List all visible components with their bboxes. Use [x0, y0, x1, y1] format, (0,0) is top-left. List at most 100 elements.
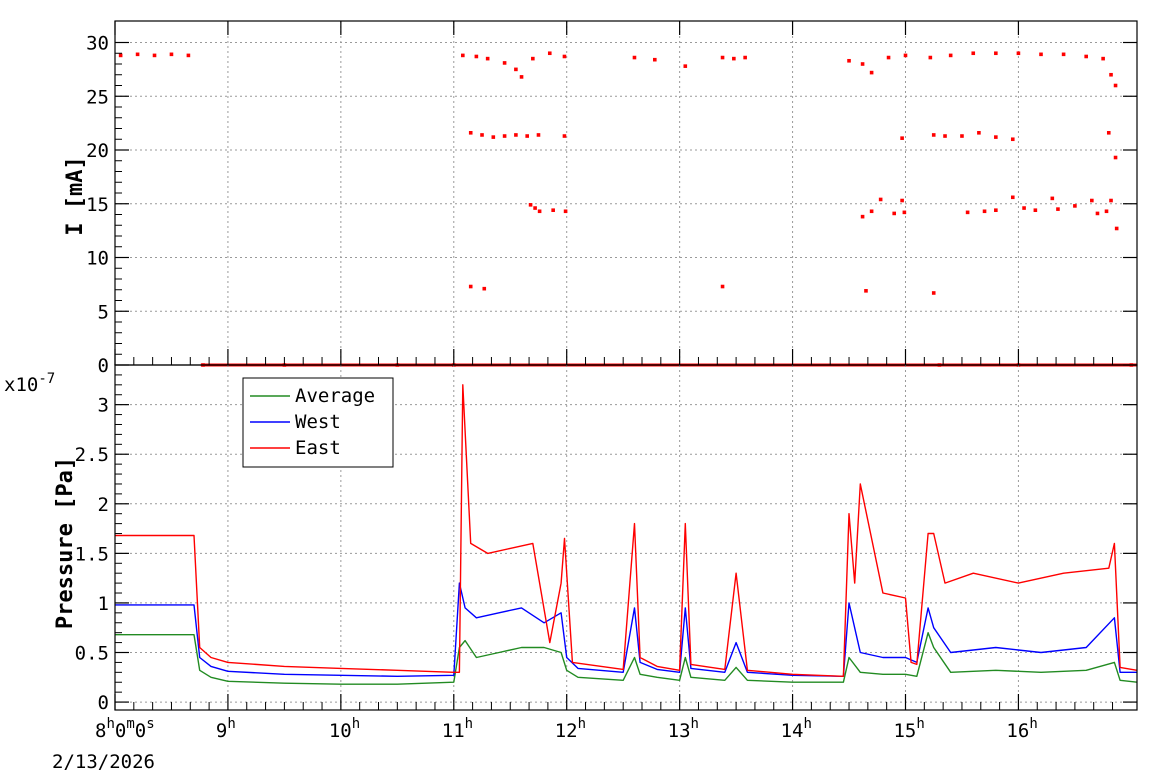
current-data-point — [720, 55, 725, 60]
current-y-tick-label: 10 — [86, 248, 109, 270]
legend-label-average: Average — [295, 385, 375, 407]
current-data-point — [169, 52, 174, 57]
current-data-point — [869, 70, 874, 75]
current-data-point — [514, 67, 518, 72]
current-data-point — [1095, 211, 1100, 216]
current-data-point — [860, 214, 865, 219]
current-y-tick-label: 25 — [86, 86, 109, 108]
current-data-point — [892, 211, 897, 216]
current-data-point — [864, 289, 868, 293]
pressure-y-tick-label: 0 — [98, 692, 109, 714]
current-data-point — [551, 208, 555, 212]
current-data-point — [1113, 155, 1118, 160]
current-y-ticks: 0 5 10 15 20 25 30 — [86, 33, 1137, 377]
current-data-point — [1033, 208, 1038, 212]
pressure-y-tick-label: 2.5 — [75, 444, 109, 466]
pressure-y-multiplier: x10-7 — [4, 371, 55, 396]
current-data-point — [468, 131, 473, 135]
current-data-point — [971, 51, 976, 56]
pressure-panel: 00.511.522.53 9h 10h 11h 12h 13h 14h 15h 16h Pr… — [4, 21, 1138, 773]
current-data-point — [461, 53, 465, 58]
current-data-point — [502, 134, 507, 138]
current-data-point — [931, 133, 936, 137]
time-axis-tick-unit: h — [916, 716, 924, 732]
time-axis-date-label: 2/13/2026 — [52, 751, 155, 773]
pressure-series-west — [115, 582, 1137, 677]
current-data-point — [948, 53, 953, 58]
current-y-tick-label: 0 — [98, 355, 109, 377]
current-data-point — [514, 133, 518, 137]
time-axis-tick-unit: h — [1029, 716, 1037, 732]
time-axis-tick-label: 15h — [893, 716, 924, 742]
current-data-point — [652, 57, 657, 62]
current-data-point — [1016, 51, 1021, 56]
current-data-point — [886, 55, 891, 60]
current-data-point — [960, 134, 964, 138]
time-axis-tick-label: 14h — [781, 716, 812, 742]
current-data-point — [474, 54, 479, 59]
time-axis-ticks: 9h 10h 11h 12h 13h 14h 15h 16h — [114, 21, 1114, 742]
current-data-point — [720, 284, 725, 289]
current-y-tick-label: 15 — [86, 194, 109, 216]
current-data-point — [994, 208, 998, 212]
current-data-point — [536, 133, 541, 137]
current-data-point — [903, 53, 908, 58]
current-data-point — [1061, 52, 1066, 57]
pressure-y-tick-label: 0.5 — [75, 643, 109, 665]
time-axis-tick-hour: 9 — [216, 720, 227, 742]
time-axis-tick-hour: 13 — [668, 720, 691, 742]
time-axis-tick-hour: 11 — [442, 720, 465, 742]
current-data-point — [1113, 83, 1118, 88]
current-data-point — [562, 54, 567, 59]
current-data-point — [1114, 226, 1119, 231]
current-data-point — [485, 56, 490, 61]
current-data-point — [1039, 52, 1043, 57]
current-data-point — [902, 210, 907, 215]
pressure-series-average — [115, 632, 1138, 685]
current-data-point — [1022, 206, 1026, 210]
time-axis-tick-label: 12h — [555, 716, 586, 742]
current-data-point — [528, 203, 533, 207]
current-data-point — [743, 55, 747, 60]
current-data-point — [135, 52, 140, 57]
current-data-point — [994, 51, 998, 56]
current-data-point — [632, 55, 637, 60]
current-data-point — [900, 198, 904, 203]
current-data-point — [683, 64, 688, 68]
current-data-point — [732, 56, 736, 61]
pressure-legend: Average West East — [242, 377, 394, 468]
current-y-tick-label: 30 — [86, 33, 109, 55]
time-axis-tick-unit: h — [691, 716, 699, 732]
pressure-y-title: Pressure [Pa] — [53, 457, 78, 629]
current-data-point — [563, 209, 568, 214]
current-y-title: I [mA] — [63, 156, 88, 235]
current-data-point — [1056, 207, 1060, 211]
current-data-point — [531, 56, 535, 61]
time-axis-tick-hour: 14 — [781, 720, 804, 742]
time-axis-tick-hour: 16 — [1006, 720, 1029, 742]
current-data-point — [1106, 131, 1111, 135]
current-panel: 0 5 10 15 20 25 30 I [mA] — [63, 20, 1138, 377]
current-data-point — [1084, 54, 1088, 59]
current-data-point — [860, 62, 865, 66]
current-data-point — [468, 284, 473, 289]
time-axis-tick-label: 9h — [216, 716, 236, 742]
time-axis-tick-label: 11h — [442, 716, 473, 742]
current-data-point — [118, 53, 123, 58]
time-axis-start-label: 8h0m0s — [95, 716, 155, 742]
current-data-point — [1104, 209, 1109, 214]
current-data-point — [533, 206, 537, 210]
pressure-series-east — [115, 384, 1138, 677]
time-axis-tick-hour: 10 — [329, 720, 352, 742]
time-axis-tick-unit: h — [578, 716, 586, 732]
current-data-point — [562, 134, 567, 138]
pressure-y-tick-label: 2 — [98, 494, 109, 516]
current-data-point — [847, 58, 851, 63]
legend-label-west: West — [295, 411, 341, 433]
current-data-point — [1109, 198, 1113, 203]
time-axis-tick-label: 10h — [329, 716, 360, 742]
time-axis-tick-label: 16h — [1006, 716, 1037, 742]
current-data-point — [982, 209, 987, 214]
current-data-point — [878, 197, 883, 202]
